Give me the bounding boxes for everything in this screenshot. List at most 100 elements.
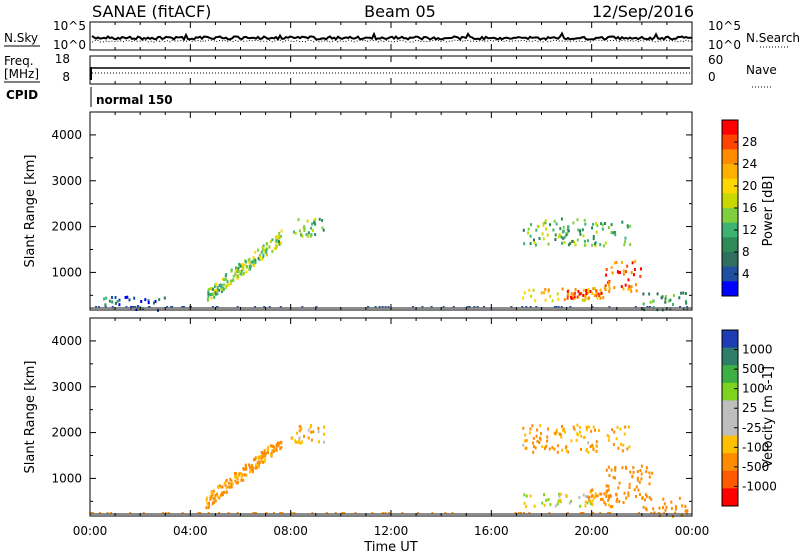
data-point — [230, 269, 233, 273]
data-point — [629, 470, 632, 474]
data-point — [624, 236, 627, 240]
data-point — [234, 273, 237, 277]
data-point — [634, 259, 637, 263]
data-point — [592, 512, 595, 514]
data-point — [664, 508, 667, 512]
data-point — [684, 509, 687, 513]
data-point — [678, 296, 681, 300]
colorbar-swatch — [722, 453, 738, 472]
y-tick-label: 4000 — [51, 334, 82, 348]
data-point — [218, 512, 221, 514]
data-point — [276, 235, 279, 239]
data-point — [642, 505, 645, 509]
data-point — [133, 296, 136, 300]
data-point — [542, 237, 545, 241]
data-point — [618, 500, 621, 504]
data-point — [608, 306, 611, 308]
data-point — [633, 268, 636, 271]
data-point — [525, 306, 528, 308]
data-point — [539, 437, 542, 441]
data-point — [523, 439, 526, 443]
data-point — [567, 292, 570, 296]
data-point — [591, 443, 594, 447]
data-point — [579, 447, 582, 451]
data-point — [243, 467, 246, 471]
data-point — [124, 296, 127, 299]
data-point — [545, 444, 548, 448]
data-point — [216, 285, 219, 289]
x-tick-label: 00:00 — [73, 524, 108, 538]
data-point — [523, 291, 526, 295]
data-point — [578, 430, 581, 434]
data-point — [248, 463, 250, 467]
data-point — [207, 292, 210, 296]
data-point — [572, 297, 575, 300]
data-point — [558, 432, 561, 436]
data-point — [592, 237, 595, 241]
data-point — [638, 493, 641, 496]
data-point — [650, 512, 653, 514]
data-point — [251, 470, 254, 474]
data-point — [684, 504, 687, 508]
data-point — [589, 290, 592, 293]
data-point — [126, 295, 129, 299]
data-point — [213, 295, 216, 299]
data-point — [591, 503, 594, 507]
data-point — [221, 493, 224, 497]
data-point — [219, 493, 222, 497]
x-tick-label: 16:00 — [474, 524, 509, 538]
data-point — [675, 505, 677, 509]
data-point — [555, 428, 558, 432]
data-point — [536, 428, 539, 432]
data-point — [534, 243, 537, 247]
data-point — [632, 470, 635, 474]
data-point — [214, 493, 217, 497]
data-point — [581, 228, 584, 232]
data-point — [299, 426, 302, 430]
data-point — [656, 292, 659, 296]
data-point — [118, 298, 121, 302]
data-point — [259, 460, 262, 464]
power-colorbar-title: Power [dB] — [761, 176, 776, 247]
data-point — [263, 460, 266, 463]
data-point — [564, 430, 567, 434]
data-point — [248, 257, 251, 261]
data-point — [262, 255, 265, 259]
data-point — [535, 434, 538, 438]
data-point — [568, 501, 571, 505]
data-point — [592, 445, 595, 449]
data-point — [318, 440, 320, 444]
data-point — [384, 512, 387, 514]
data-point — [215, 306, 218, 308]
data-point — [367, 306, 370, 308]
data-point — [226, 485, 229, 489]
data-point — [551, 445, 554, 449]
data-point — [529, 494, 532, 498]
data-point — [574, 291, 576, 295]
data-point — [218, 496, 221, 500]
data-point — [552, 228, 555, 232]
data-point — [290, 512, 293, 514]
data-point — [540, 432, 542, 436]
noise-panel: N.Sky 10^5 10^0 10^5 10^0 N.Search — [4, 19, 800, 52]
data-point — [388, 512, 391, 514]
data-point — [530, 294, 533, 298]
data-point — [566, 296, 569, 300]
data-point — [257, 248, 260, 252]
data-point — [588, 425, 591, 429]
data-point — [301, 306, 304, 308]
data-point — [167, 512, 170, 514]
data-point — [529, 427, 532, 431]
data-point — [273, 449, 275, 453]
data-point — [562, 428, 564, 432]
data-point — [614, 466, 617, 470]
freq-label-line2: [MHz] — [4, 67, 39, 81]
data-point — [301, 440, 303, 444]
data-point — [549, 503, 552, 507]
data-point — [240, 478, 243, 482]
data-point — [207, 294, 210, 298]
data-point — [599, 512, 602, 514]
data-point — [264, 452, 267, 455]
data-point — [252, 512, 255, 514]
data-point — [582, 234, 585, 238]
